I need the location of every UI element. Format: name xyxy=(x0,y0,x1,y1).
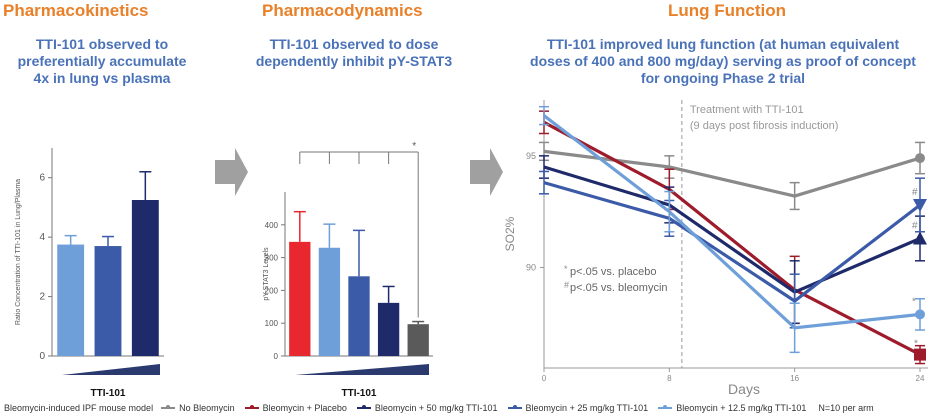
series-marker xyxy=(913,198,927,212)
bar xyxy=(348,276,370,356)
bar xyxy=(94,246,122,356)
treatment-annotation: Treatment with TTI-101 xyxy=(690,104,804,116)
pd-chart: 0 100 200 300 400 pY-STAT3 Levels TTI-101 * xyxy=(263,141,433,398)
legend-item: Bleomycin + Placebo xyxy=(244,403,347,413)
x-axis-label: TTI-101 xyxy=(341,388,376,398)
footnote-mark: # xyxy=(564,280,569,290)
treatment-annotation: (9 days post fibrosis induction) xyxy=(690,120,839,132)
pd-title: Pharmacodynamics xyxy=(262,1,423,20)
legend: Bleomycin-induced IPF mouse model No Ble… xyxy=(0,398,935,418)
legend-n-text: N=10 per arm xyxy=(818,403,874,413)
arrow-right-icon xyxy=(470,148,503,196)
series-marker xyxy=(913,231,927,245)
dose-wedge xyxy=(62,364,160,375)
y-tick-label: 90 xyxy=(526,263,536,273)
footnote-mark: * xyxy=(564,264,568,274)
legend-item: No Bleomycin xyxy=(161,403,235,413)
series-line xyxy=(543,114,921,330)
significance-marker: * xyxy=(912,296,916,307)
legend-swatch xyxy=(161,405,176,409)
legend-swatch xyxy=(507,405,522,409)
significance-marker: * xyxy=(914,339,918,350)
significance-marker: # xyxy=(912,220,918,231)
y-axis-label: pY-STAT3 Levels xyxy=(263,247,270,301)
y-tick-label: 200 xyxy=(265,286,279,295)
bar xyxy=(377,302,400,356)
legend-swatch xyxy=(658,405,673,409)
y-axis-label: SO2% xyxy=(503,216,517,251)
bar xyxy=(289,241,311,356)
series-line xyxy=(543,165,921,294)
footnote: p<.05 vs. placebo xyxy=(570,266,657,278)
y-tick-label: 300 xyxy=(265,254,279,263)
legend-item-label: Bleomycin + 12.5 mg/kg TTI-101 xyxy=(676,403,807,413)
y-tick-label: 2 xyxy=(39,292,45,303)
bar xyxy=(57,244,85,356)
legend-swatch xyxy=(244,405,259,409)
pd-subtitle: TTI-101 observed to dose dependently inh… xyxy=(255,36,453,69)
lung-function-chart: 90 95 0 8 16 24 Days SO2% Treatment with TTI-101… xyxy=(503,100,928,397)
significance-marker: # xyxy=(912,187,918,198)
legend-item-label: No Bleomycin xyxy=(179,403,235,413)
bar xyxy=(407,324,429,356)
x-tick-label: 8 xyxy=(667,374,672,383)
y-tick-label: 0 xyxy=(39,351,45,362)
legend-item-label: Bleomycin + 50 mg/kg TTI-101 xyxy=(374,403,498,413)
legend-marker xyxy=(249,405,254,409)
lf-subtitle: TTI-101 improved lung function (at human… xyxy=(530,36,916,86)
pk-subtitle: TTI-101 observed to preferentially accum… xyxy=(17,36,187,86)
series-line xyxy=(543,149,921,198)
series-marker xyxy=(915,309,925,320)
legend-model-label: Bleomycin-induced IPF mouse model xyxy=(4,403,154,413)
x-tick-label: 16 xyxy=(790,374,799,383)
y-tick-label: 95 xyxy=(526,151,536,161)
y-axis-label: Ratio Concentration of TTI-101 in Lung/P… xyxy=(15,179,22,325)
dose-wedge xyxy=(295,364,429,375)
legend-item: Bleomycin + 12.5 mg/kg TTI-101 xyxy=(658,403,806,413)
bar xyxy=(318,247,341,356)
bar xyxy=(131,200,159,356)
y-tick-label: 6 xyxy=(39,173,45,184)
lf-title: Lung Function xyxy=(668,1,787,20)
legend-swatch xyxy=(356,405,371,409)
x-tick-label: 24 xyxy=(916,374,925,383)
arrow-right-icon xyxy=(215,148,248,196)
legend-marker xyxy=(361,405,366,409)
y-tick-label: 4 xyxy=(39,232,45,243)
series-marker xyxy=(914,348,926,361)
series-line xyxy=(543,181,921,303)
y-tick-label: 100 xyxy=(265,319,279,328)
pk-title: Pharmacokinetics xyxy=(3,1,149,20)
x-tick-label: 0 xyxy=(542,374,547,383)
legend-item-label: Bleomycin + 25 mg/kg TTI-101 xyxy=(525,403,649,413)
legend-item: Bleomycin + 50 mg/kg TTI-101 xyxy=(356,403,498,413)
legend-item-label: Bleomycin + Placebo xyxy=(262,403,347,413)
x-axis-label: Days xyxy=(728,381,760,397)
significance-marker: * xyxy=(412,141,416,152)
y-tick-label: 0 xyxy=(274,352,279,361)
legend-item: Bleomycin + 25 mg/kg TTI-101 xyxy=(507,403,649,413)
y-tick-label: 400 xyxy=(265,221,279,230)
legend-marker xyxy=(663,405,668,409)
pk-chart: 0 2 4 6 Ratio Concentration of TTI-101 in Lu… xyxy=(15,148,164,398)
legend-marker xyxy=(166,405,171,409)
series-marker xyxy=(915,153,925,164)
x-axis-label: TTI-101 xyxy=(90,388,125,398)
legend-marker xyxy=(512,405,517,409)
footnote: p<.05 vs. bleomycin xyxy=(570,282,668,294)
